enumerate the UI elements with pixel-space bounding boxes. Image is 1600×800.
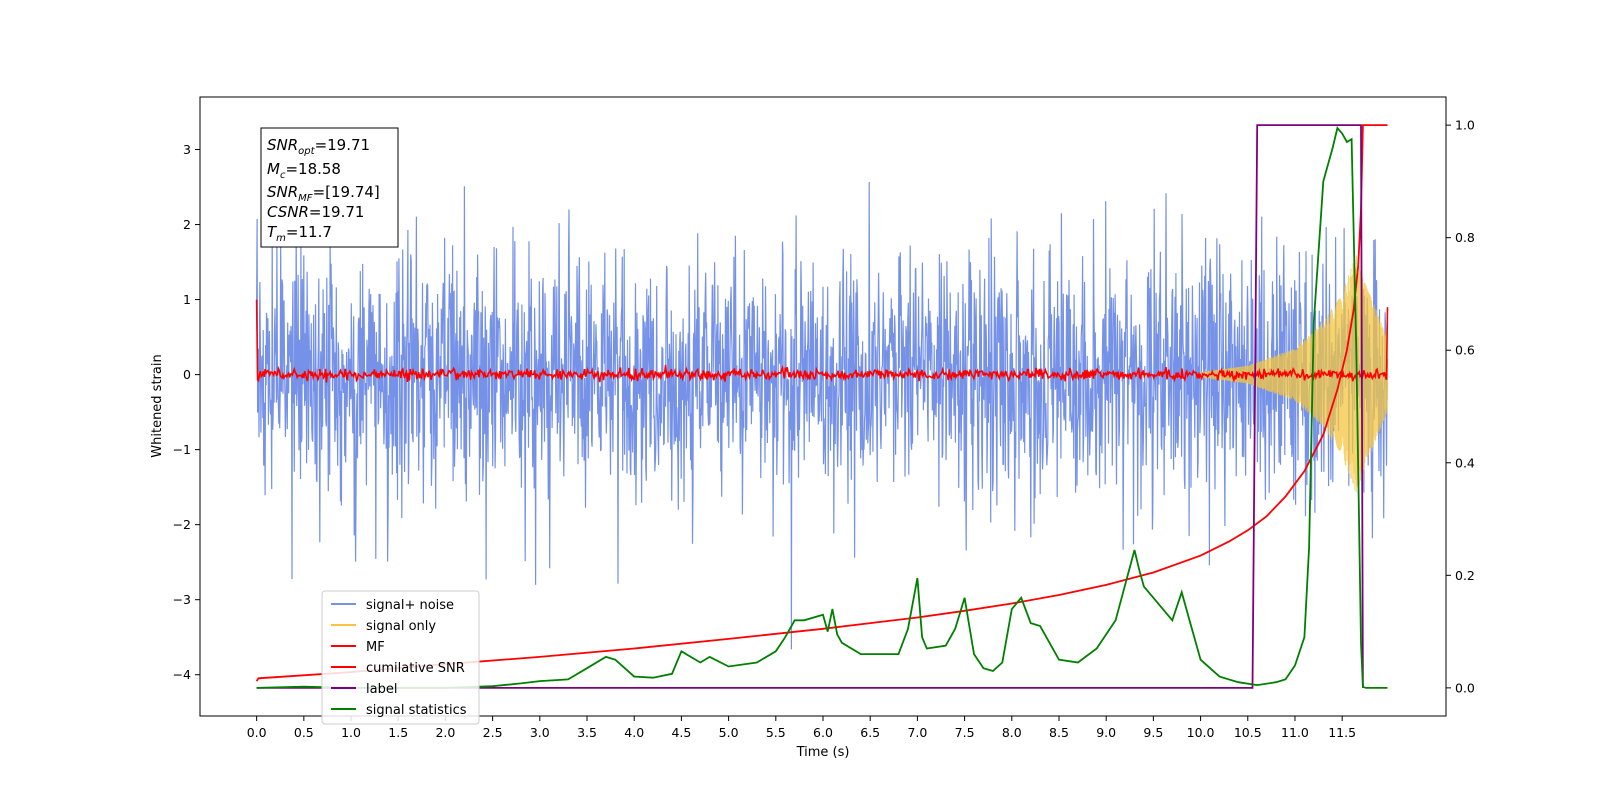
series-label — [256, 124, 1364, 689]
x-tick-label: 8.0 — [1002, 725, 1022, 740]
info-box: SNRopt=19.71 Mc=18.58 SNRMF=[19.74] CSNR… — [260, 127, 399, 248]
x-tick-label: 2.5 — [483, 725, 503, 740]
x-tick-label: 7.0 — [907, 725, 927, 740]
y2-tick-label: 0.6 — [1455, 343, 1475, 358]
x-tick-label: 3.0 — [530, 725, 550, 740]
x-tick-label: 10.0 — [1187, 725, 1215, 740]
x-tick-label: 4.5 — [671, 725, 691, 740]
x-tick-label: 11.0 — [1281, 725, 1309, 740]
series-cumulative-snr — [255, 124, 1388, 682]
x-tick-label: 6.0 — [813, 725, 833, 740]
x-tick-label: 7.5 — [955, 725, 975, 740]
y2-tick-label: 0.4 — [1455, 455, 1475, 470]
x-tick-label: 8.5 — [1049, 725, 1069, 740]
x-tick-label: 4.0 — [624, 725, 644, 740]
x-tick-label: 1.0 — [341, 725, 361, 740]
x-tick-label: 11.5 — [1328, 725, 1356, 740]
info-snr-opt: SNRopt=19.71 — [267, 136, 370, 157]
x-tick-label: 5.5 — [766, 725, 786, 740]
y2-tick-label: 0.8 — [1455, 230, 1475, 245]
series-signal-statistics — [256, 126, 1388, 689]
y2-tick-label: 0.2 — [1455, 568, 1475, 583]
y-tick-label: 3 — [183, 142, 191, 157]
info-snr-mf: SNRMF=[19.74] — [267, 183, 380, 204]
legend-label-cumulative-snr: cumilative SNR — [366, 661, 465, 676]
x-tick-label: 1.5 — [388, 725, 408, 740]
info-csnr: CSNR=19.71 — [267, 203, 364, 221]
legend-label-signal-noise: signal+ noise — [366, 598, 454, 613]
series-signal-noise — [256, 181, 1389, 650]
y-tick-label: −3 — [173, 592, 191, 607]
y-tick-label: 0 — [183, 367, 191, 382]
y-axis-right: 1.0 0.8 0.6 0.4 0.2 0.0 — [1446, 118, 1475, 695]
x-tick-label: 0.5 — [294, 725, 314, 740]
legend-label-signal-only: signal only — [366, 619, 436, 634]
x-tick-label: 2.0 — [435, 725, 455, 740]
series-mf — [255, 299, 1389, 384]
x-tick-label: 0.0 — [247, 725, 267, 740]
legend-label-signal-statistics: signal statistics — [366, 703, 467, 718]
y-tick-label: −2 — [173, 517, 191, 532]
legend-label-label: label — [366, 682, 397, 697]
y-tick-label: −1 — [173, 442, 191, 457]
x-tick-label: 5.0 — [719, 725, 739, 740]
x-tick-label: 3.5 — [577, 725, 597, 740]
legend-label-mf: MF — [366, 640, 385, 655]
plot-area — [255, 124, 1389, 689]
x-tick-label: 6.5 — [860, 725, 880, 740]
info-mc: Mc=18.58 — [267, 160, 341, 181]
x-tick-label: 9.0 — [1096, 725, 1116, 740]
x-tick-label: 9.5 — [1143, 725, 1163, 740]
y-tick-label: 2 — [183, 217, 191, 232]
y2-tick-label: 1.0 — [1455, 118, 1475, 133]
y2-tick-label: 0.0 — [1455, 680, 1475, 695]
legend: signal+ noise signal only MF cumilative … — [321, 590, 480, 725]
y-axis-label: Whitened strain — [150, 354, 165, 457]
x-axis-label: Time (s) — [796, 745, 850, 760]
y-axis-left: 3 2 1 0 −1 −2 −3 −4 — [173, 142, 200, 682]
info-tm: Tm=11.7 — [267, 223, 332, 244]
series-signal-only — [1200, 255, 1388, 493]
y-tick-label: −4 — [173, 667, 191, 682]
x-axis: 0.0 0.5 1.0 1.5 2.0 2.5 3.0 3.5 4.0 4.5 5.0 5.5 6.0 6… — [247, 716, 1356, 740]
x-tick-label: 10.5 — [1234, 725, 1262, 740]
y-tick-label: 1 — [183, 292, 191, 307]
